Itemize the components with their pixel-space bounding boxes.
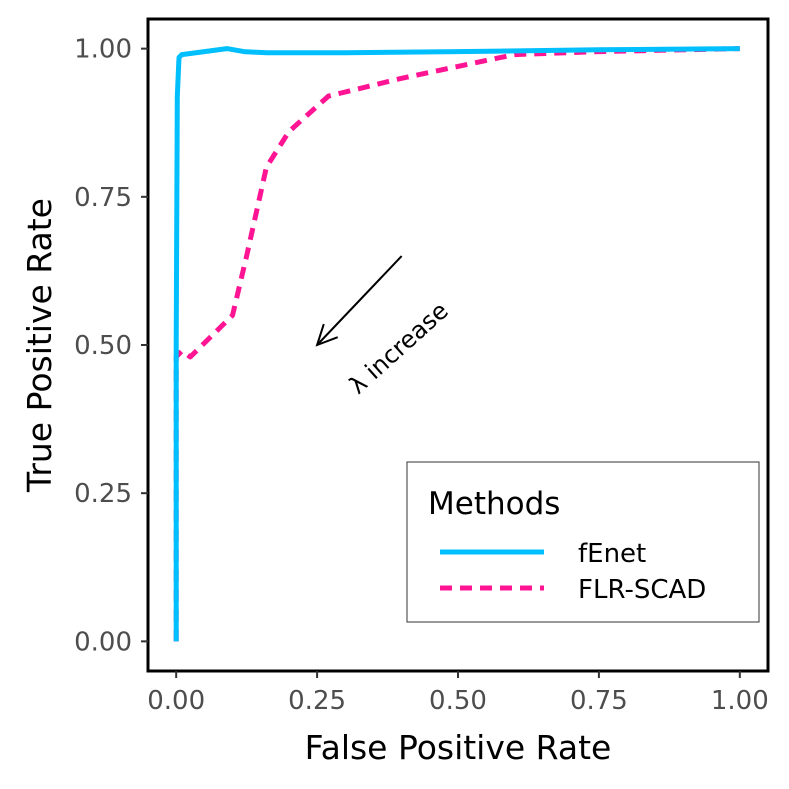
legend-label-fenet: fEnet xyxy=(578,539,646,569)
annotation-text: λ increase xyxy=(344,296,454,399)
series-line-flr-scad xyxy=(173,46,740,642)
y-axis-title: True Positive Rate xyxy=(20,198,59,493)
lambda-annotation: λ increase xyxy=(315,255,454,400)
legend-title: Methods xyxy=(428,486,560,522)
legend-box xyxy=(406,461,760,623)
x-axis-title: False Positive Rate xyxy=(305,728,612,767)
y-tick-label: 1.00 xyxy=(74,35,132,65)
y-tick-label: 0.50 xyxy=(74,331,132,361)
x-tick-label: 0.00 xyxy=(147,686,205,716)
x-axis: 0.00 0.25 0.50 0.75 1.00 xyxy=(147,671,769,716)
x-tick-label: 0.75 xyxy=(570,686,628,716)
x-tick-label: 0.50 xyxy=(429,686,487,716)
x-tick-label: 1.00 xyxy=(711,686,769,716)
y-tick-label: 0.75 xyxy=(74,183,132,213)
legend: Methods fEnet FLR-SCAD xyxy=(406,461,760,623)
series-line-fenet xyxy=(173,46,740,642)
y-axis: 0.00 0.25 0.50 0.75 1.00 xyxy=(74,35,148,657)
y-tick-label: 0.25 xyxy=(74,479,132,509)
x-tick-label: 0.25 xyxy=(288,686,346,716)
annotation-arrowhead xyxy=(315,323,339,347)
annotation-arrow xyxy=(316,255,403,346)
y-tick-label: 0.00 xyxy=(74,627,132,657)
legend-label-flr-scad: FLR-SCAD xyxy=(578,575,706,605)
series-layer xyxy=(173,46,740,642)
